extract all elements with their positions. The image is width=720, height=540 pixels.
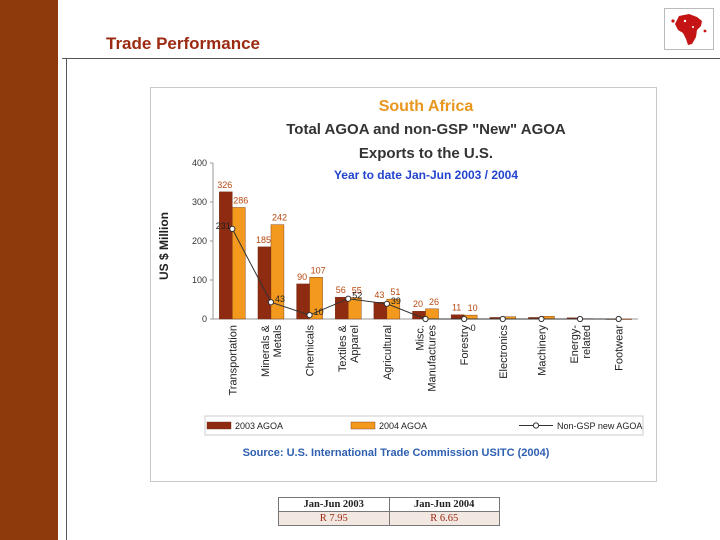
data-label: 107 xyxy=(311,265,326,275)
table-header-cell: Jan-Jun 2004 xyxy=(388,497,500,512)
data-label: 20 xyxy=(413,299,423,309)
x-tick-label: Textiles & xyxy=(337,324,349,372)
x-tick-label: Chemicals xyxy=(305,325,317,377)
y-tick-label: 300 xyxy=(192,197,207,207)
x-tick-label: Footwear xyxy=(614,325,626,371)
table-header-row: Jan-Jun 2003 Jan-Jun 2004 xyxy=(278,497,500,512)
bar-2003-agoa xyxy=(219,191,233,320)
chart-period: Year to date Jan-Jun 2003 / 2004 xyxy=(334,168,518,182)
slide-title: Trade Performance xyxy=(106,34,261,53)
logo xyxy=(664,8,714,50)
data-label: 55 xyxy=(352,286,362,296)
chart-title: South Africa xyxy=(379,98,474,115)
chart-subtitle-line-2: Exports to the U.S. xyxy=(359,145,493,162)
bar-2003-agoa xyxy=(257,246,272,320)
legend-label: Non-GSP new AGOA xyxy=(557,421,642,431)
line-point xyxy=(615,315,622,323)
x-tick-label: Machinery xyxy=(536,325,548,376)
legend-marker xyxy=(532,422,540,429)
data-label: 90 xyxy=(297,272,307,282)
y-tick-label: 0 xyxy=(202,314,207,324)
line-data-label: 0 xyxy=(471,323,476,333)
bar-2004-agoa xyxy=(270,224,285,320)
legend-label: 2004 AGOA xyxy=(379,421,427,431)
legend-label: 2003 AGOA xyxy=(235,421,283,431)
line-data-label: 52 xyxy=(352,291,362,301)
line-point xyxy=(538,315,545,323)
line-point xyxy=(345,295,352,302)
content-divider xyxy=(66,59,67,540)
data-label: 326 xyxy=(217,180,232,190)
bar-2004-agoa xyxy=(309,277,323,320)
chart-panel: South Africa Total AGOA and non-GSP "New… xyxy=(150,87,657,482)
data-label: 242 xyxy=(272,213,287,223)
africa-map-icon xyxy=(671,14,707,45)
data-label: 11 xyxy=(452,303,461,313)
chart-subtitle-line-1: Total AGOA and non-GSP "New" AGOA xyxy=(286,121,566,138)
table-cell: R 6.65 xyxy=(388,511,500,526)
table-cell: R 7.95 xyxy=(278,511,390,526)
line-data-label: 10 xyxy=(314,307,324,317)
line-data-label: 231 xyxy=(216,221,231,231)
exchange-rate-table: Jan-Jun 2003 Jan-Jun 2004 R 7.95 R 6.65 xyxy=(278,497,500,526)
line-non-gsp-new-agoa xyxy=(231,228,619,320)
data-label: 10 xyxy=(468,303,478,313)
x-tick-label: Transportation xyxy=(227,325,239,396)
legend: 2003 AGOA 2004 AGOA Non-GSP new AGOA xyxy=(204,415,644,436)
y-tick-label: 200 xyxy=(192,236,207,246)
x-tick-label: Electronics xyxy=(498,325,510,379)
x-tick-label: Minerals & xyxy=(260,324,272,377)
x-tick-label: Apparel xyxy=(349,325,361,363)
x-tick-label: Manufactures xyxy=(427,325,439,392)
table-row: R 7.95 R 6.65 xyxy=(278,511,500,526)
bar-2004-agoa xyxy=(232,207,246,320)
line-point xyxy=(306,312,313,319)
data-label: 185 xyxy=(256,235,271,245)
x-tick-label: Misc. xyxy=(415,325,427,351)
line-data-label: 43 xyxy=(275,294,285,304)
data-label: 56 xyxy=(336,285,346,295)
y-axis-label: US $ Million xyxy=(157,212,171,280)
x-tick-label: Energy- xyxy=(569,325,581,364)
table-header-cell: Jan-Jun 2003 xyxy=(278,497,390,512)
title-divider xyxy=(62,58,720,59)
line-point xyxy=(383,300,390,307)
line-data-label: 39 xyxy=(391,296,401,306)
data-label: 43 xyxy=(374,290,384,300)
left-brand-bar xyxy=(0,0,58,540)
data-label: 286 xyxy=(233,195,248,205)
legend-swatch xyxy=(206,421,232,430)
line-point xyxy=(461,315,468,323)
line-point xyxy=(229,225,236,233)
x-tick-label: Forestry xyxy=(459,325,471,366)
x-tick-label: Metals xyxy=(272,325,284,358)
y-tick-label: 400 xyxy=(192,158,207,168)
x-tick-label: Agricultural xyxy=(382,325,394,380)
chart-source: Source: U.S. International Trade Commiss… xyxy=(243,447,550,459)
line-point xyxy=(267,299,275,306)
legend-swatch xyxy=(350,421,376,430)
y-tick-label: 100 xyxy=(192,275,207,285)
line-point xyxy=(576,315,584,323)
data-label: 51 xyxy=(390,287,400,297)
legend-box xyxy=(204,415,644,436)
data-label: 26 xyxy=(429,297,439,307)
x-tick-label: related xyxy=(581,325,593,359)
line-point xyxy=(499,315,506,323)
bar-2004-agoa xyxy=(348,297,362,320)
line-point xyxy=(422,315,429,323)
chart-svg: South Africa Total AGOA and non-GSP "New… xyxy=(157,98,644,459)
